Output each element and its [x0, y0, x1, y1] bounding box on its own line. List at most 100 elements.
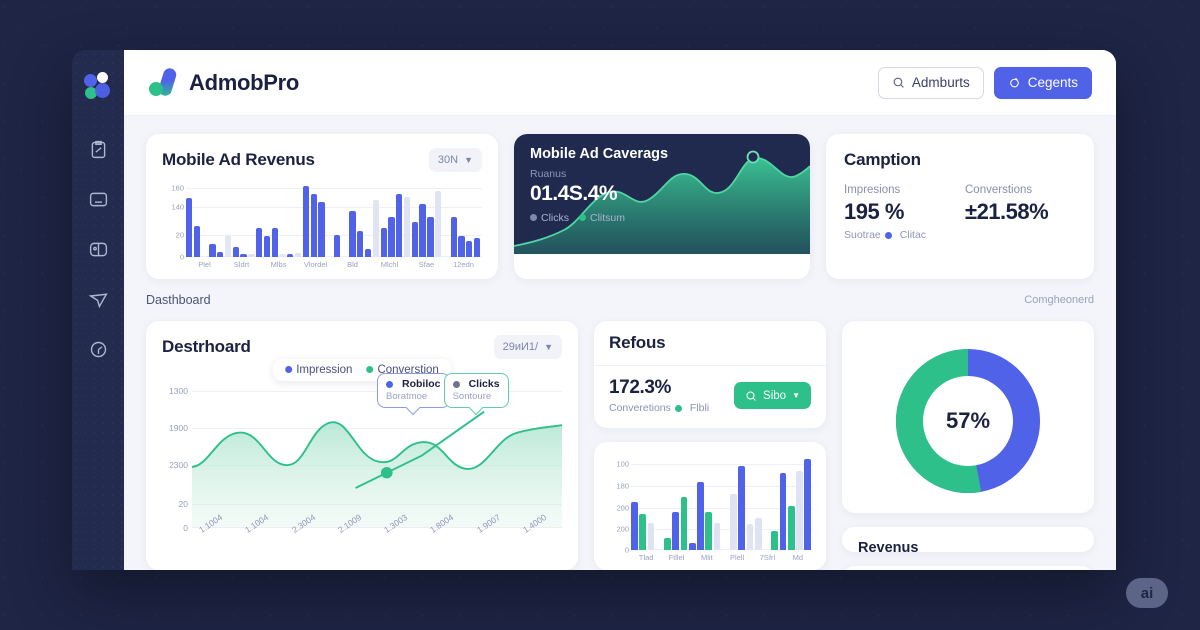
x-tick: 12edn — [453, 260, 474, 269]
small-bar-chart: 100 180 200 200 0 — [607, 454, 813, 555]
range-select-30n[interactable]: 30N ▼ — [428, 148, 482, 172]
revenus-card: Revenus Unprcstios 0.04% 32% — [842, 527, 1094, 552]
main-area: AdmobPro Admburts Cegents Mo — [124, 50, 1116, 570]
bar-series — [186, 182, 482, 257]
bar — [403, 197, 411, 257]
bar — [664, 538, 671, 550]
legend-label-impression: Impression — [296, 364, 353, 376]
x-tick: Tlad — [638, 553, 654, 562]
bar — [771, 531, 778, 550]
destrhoard-title: Destrhoard — [162, 337, 251, 356]
bar — [302, 186, 309, 257]
bar — [779, 473, 787, 550]
chevron-down-icon: ▼ — [544, 342, 553, 352]
camption-card-top: Camption Impresions 195 % Suotrae Clitac — [826, 134, 1094, 279]
bar — [419, 203, 426, 257]
brand-name: AdmobPro — [189, 69, 300, 95]
revenus-donut: 32% — [994, 549, 1080, 552]
bar — [209, 244, 216, 257]
stat-label-impresions: Impresions — [844, 184, 901, 196]
bar — [746, 524, 754, 550]
bar — [271, 227, 278, 257]
sibo-button-label: Sibo — [763, 389, 787, 402]
search-icon — [893, 77, 904, 88]
tooltip-robiloc: Robiloc Boratmoe — [377, 373, 450, 408]
refous-title: Refous — [609, 333, 666, 352]
admobpro-logo-icon — [148, 66, 178, 98]
stat-sub-impresions: Suotrae Clitac — [844, 229, 955, 241]
line-series-svg — [192, 410, 562, 528]
stat-sub-dot — [884, 231, 892, 239]
x-tick: Plel — [198, 260, 211, 269]
bar — [279, 253, 286, 257]
bar — [631, 502, 638, 550]
dashboard-content: Mobile Ad Revenus 30N ▼ 160 140 20 0 — [124, 116, 1116, 570]
card-header: Mobile Ad Revenus 30N ▼ — [162, 148, 482, 172]
top-card-row: Mobile Ad Revenus 30N ▼ 160 140 20 0 — [146, 134, 1094, 279]
cegents-button[interactable]: Cegents — [993, 66, 1092, 99]
range-select-value: 30N — [437, 154, 459, 166]
x-tick: 7Sfrl — [759, 553, 776, 562]
bar — [647, 522, 655, 550]
bar — [697, 481, 704, 550]
range-select-line[interactable]: 29иИ1/ ▼ — [493, 335, 562, 359]
bar-chart: 160 140 20 0 — [162, 182, 482, 262]
admburts-button-label: Admburts — [911, 75, 970, 90]
page-title: Mobile Ad Revenus — [162, 150, 315, 169]
x-tick: Plell — [730, 553, 745, 562]
tooltip-clicks: Clicks Sontoure — [443, 373, 509, 408]
dark-card-subtitle: Ruanus — [530, 168, 567, 180]
sidebar-item-reports[interactable] — [85, 136, 111, 162]
dark-card-title: Mobile Ad Caverags — [530, 146, 669, 162]
cegents-button-label: Cegents — [1027, 75, 1078, 90]
y-tick: 0 — [179, 252, 184, 262]
camption-title: Camption — [844, 150, 921, 169]
bar — [680, 497, 688, 550]
bar-chart-y-axis: 160 140 20 0 — [162, 182, 186, 262]
line-chart-x-axis: 1.1004 1.1004 2.3004 2.1009 1.3003 1.8004 1.90… — [192, 512, 562, 564]
tooltip-title-robiloc: Robiloc — [402, 378, 441, 390]
sibo-button[interactable]: Sibo ▼ — [734, 382, 811, 409]
camption-donut-card: 57% — [842, 321, 1094, 513]
legend-dot-impression — [285, 366, 293, 373]
small-bar-series — [631, 454, 813, 550]
bar — [466, 241, 473, 257]
mobile-ad-caverags-card: Mobile Ad Caverags Ruanus 01.4S.4% Click… — [514, 134, 810, 279]
x-tick: Mlit — [700, 553, 713, 562]
search-icon — [746, 391, 756, 401]
bar — [380, 227, 387, 257]
mid-column: Refous 172.3% Converetions Flbli — [594, 321, 826, 570]
stat-converstions: Converstions ±21.58% — [965, 184, 1076, 241]
dark-card-legend: Clicks Clitsum — [530, 212, 794, 224]
bar — [754, 517, 762, 550]
bar — [224, 235, 232, 257]
bar — [388, 217, 395, 257]
bar — [240, 253, 247, 257]
sidebar-item-campaigns[interactable] — [85, 286, 111, 312]
sidebar-item-history[interactable] — [85, 336, 111, 362]
brand: AdmobPro — [148, 66, 300, 98]
bar — [294, 252, 302, 257]
x-tick: Mlbs — [270, 260, 287, 269]
sidebar-item-creatives[interactable] — [85, 236, 111, 262]
section-label: Dasthboard — [146, 293, 211, 307]
dark-card-text: Mobile Ad Caverags Ruanus 01.4S.4% Click… — [514, 134, 810, 236]
camption-donut: 57% — [892, 345, 1044, 497]
y-tick: 1900 — [169, 422, 188, 433]
bar-chart-plot — [186, 182, 482, 257]
refous-sub-text: Converetions — [609, 402, 671, 414]
bar — [256, 227, 263, 257]
line-card-header: Destrhoard 29иИ1/ ▼ — [162, 335, 562, 359]
line-chart: 1300 1900 2300 20 0 — [162, 373, 562, 533]
bottom-card-row: Destrhoard 29иИ1/ ▼ Impression Conversti… — [146, 321, 1094, 570]
cluster-logo-icon — [83, 72, 113, 102]
bar — [804, 459, 811, 550]
line-chart-y-axis: 1300 1900 2300 20 0 — [162, 385, 192, 533]
right-column: 57% Revenus Unprcstios 0.04% — [842, 321, 1094, 570]
bar — [232, 246, 239, 257]
admburts-search-button[interactable]: Admburts — [877, 66, 984, 99]
ai-badge[interactable]: ai — [1126, 578, 1168, 608]
y-tick: 2300 — [169, 460, 188, 471]
sidebar-item-messages[interactable] — [85, 186, 111, 212]
stat-value-impresions: 195 % — [844, 199, 904, 224]
